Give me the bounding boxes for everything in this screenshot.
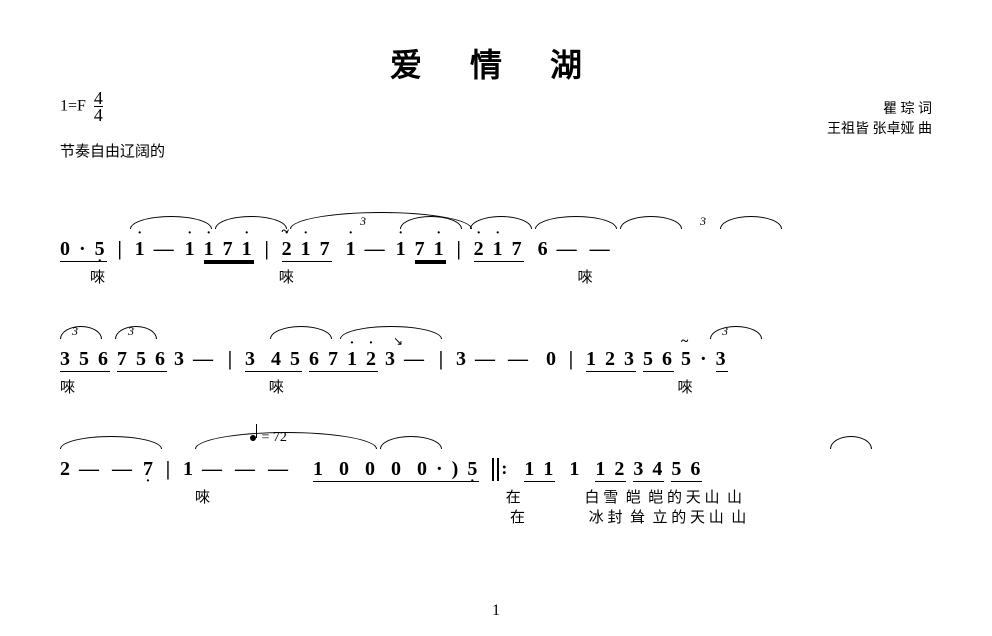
tie <box>195 432 377 449</box>
tie <box>710 326 762 339</box>
song-title: 爱 情 湖 <box>60 40 932 86</box>
lyricist: 瞿 琮 词 <box>827 100 932 120</box>
composer: 王祖皆 张卓娅 曲 <box>827 120 932 140</box>
page-number: 1 <box>492 602 500 620</box>
triplet-marker: 3 <box>72 324 78 339</box>
tie <box>60 436 162 449</box>
credits: 瞿 琮 词 王祖皆 张卓娅 曲 <box>827 100 932 139</box>
time-signature: 4 4 <box>94 90 103 123</box>
expression-marking: 节奏自由辽阔的 <box>60 140 165 161</box>
staff-line-1: 3 3 0 · 5 | 1 — 1 1 7 1 | 2 1 7 1 — 1 7 … <box>60 216 932 302</box>
key-label: 1=F <box>60 97 86 114</box>
tie <box>830 436 872 449</box>
lyrics-row: 唻 唻 唻 <box>60 266 593 287</box>
tie <box>60 326 102 339</box>
notes-row: 3 5 6 7 5 6 3 — | 3 4 5 6 7 1 2 3 — | 3 … <box>60 348 728 371</box>
triplet-marker: 3 <box>128 324 134 339</box>
notes-row: 0 · 5 | 1 — 1 1 7 1 | 2 1 7 1 — 1 7 1 | … <box>60 238 614 261</box>
lyrics-row-2: 在 冰 封 耸 立 的 天 山 山 <box>60 506 746 527</box>
tie <box>270 326 332 339</box>
repeat-start <box>492 458 517 481</box>
triplet-marker: 3 <box>360 214 366 229</box>
staff-line-3: = 72 2 — — 7 | 1 — — — 1 0 0 0 0 · ) 5 1… <box>60 436 932 546</box>
triplet-marker: 3 <box>700 214 706 229</box>
key-signature: 1=F 4 4 <box>60 90 103 123</box>
tie <box>620 216 682 229</box>
time-denominator: 4 <box>94 107 103 123</box>
lyrics-row: 唻 唻 唻 <box>60 376 693 397</box>
staff-line-2: 3 3 3 3 5 6 7 5 6 3 — | 3 4 5 6 7 1 2 3 … <box>60 326 932 412</box>
tie <box>380 436 442 449</box>
tie <box>720 216 782 229</box>
tie <box>535 216 617 229</box>
triplet-marker: 3 <box>722 324 728 339</box>
tie <box>115 326 157 339</box>
lyrics-row-1: 唻 在 白 雪 皑 皑 的 天 山 山 <box>60 486 742 507</box>
notes-row: 2 — — 7 | 1 — — — 1 0 0 0 0 · ) 5 1 1 1 … <box>60 458 702 481</box>
